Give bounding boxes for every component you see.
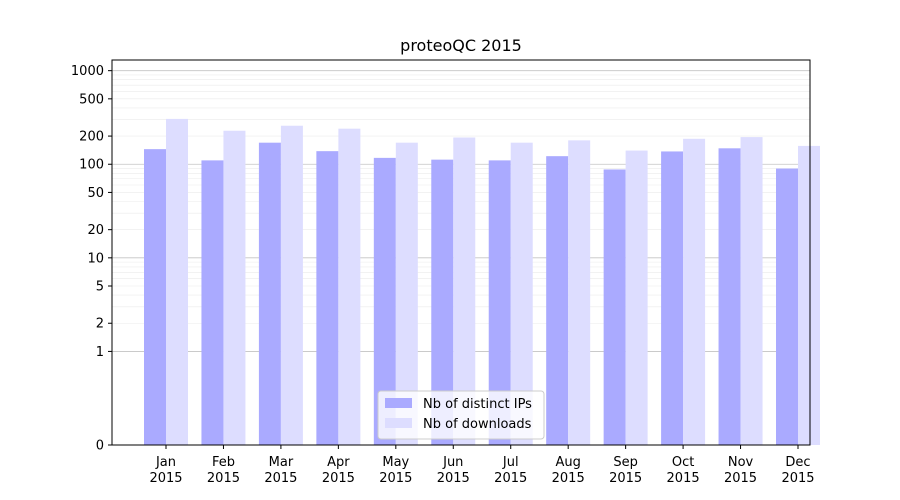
x-tick-label-year: 2015	[379, 471, 412, 486]
x-tick-label-month: Mar	[269, 455, 294, 470]
x-tick-label-month: Jan	[155, 455, 176, 470]
x-tick-label-year: 2015	[437, 471, 470, 486]
x-tick-label-month: May	[382, 455, 409, 470]
y-tick-label: 200	[79, 130, 104, 145]
bar	[431, 159, 454, 445]
x-tick-label-year: 2015	[724, 471, 757, 486]
x-tick-label-month: Oct	[672, 455, 694, 470]
x-tick-label-year: 2015	[264, 471, 297, 486]
bar	[718, 148, 741, 446]
bar	[510, 142, 533, 445]
y-axis: 0 1 2 5 10 20 50 100 200 500 1000	[71, 64, 112, 454]
x-tick-label-month: Aug	[555, 455, 580, 470]
bar	[661, 151, 684, 446]
x-tick-label-year: 2015	[609, 471, 642, 486]
bar	[258, 142, 281, 445]
bar	[453, 137, 476, 446]
x-tick-label-year: 2015	[494, 471, 527, 486]
x-tick-label-month: Sep	[613, 455, 638, 470]
x-tick-label-month: Nov	[728, 455, 754, 470]
x-tick-label-month: Jul	[502, 455, 519, 470]
x-tick-label-year: 2015	[149, 471, 182, 486]
bar	[395, 142, 418, 445]
y-tick-label: 0	[96, 439, 104, 454]
y-tick-label: 10	[87, 251, 104, 266]
legend-box	[377, 390, 545, 440]
bar	[798, 145, 820, 445]
bar	[201, 160, 224, 445]
x-tick-label-year: 2015	[322, 471, 355, 486]
bar	[683, 138, 706, 445]
legend: Nb of distinct IPs Nb of downloads	[377, 390, 545, 440]
y-tick-label: 1	[96, 345, 104, 360]
bar	[625, 150, 648, 445]
legend-swatch	[385, 398, 412, 408]
y-tick-label: 5	[96, 280, 104, 295]
y-tick-label: 100	[79, 158, 104, 173]
x-tick-label-month: Jun	[442, 455, 463, 470]
legend-label: Nb of distinct IPs	[423, 397, 532, 412]
bar	[488, 160, 511, 445]
bar	[166, 118, 188, 445]
legend-label: Nb of downloads	[423, 417, 532, 432]
y-tick-label: 2	[96, 317, 104, 332]
y-tick-label: 500	[79, 92, 104, 107]
bar	[546, 156, 569, 445]
x-tick-label-month: Feb	[212, 455, 235, 470]
chart-title: proteoQC 2015	[400, 36, 522, 55]
y-tick-label: 50	[87, 186, 104, 201]
bar	[280, 125, 303, 445]
y-tick-label: 20	[87, 223, 104, 238]
bar	[740, 137, 763, 445]
bar	[776, 168, 798, 445]
bar	[316, 151, 339, 446]
bars	[144, 118, 820, 446]
bar	[338, 128, 361, 445]
x-tick-label-year: 2015	[667, 471, 700, 486]
x-tick-label-year: 2015	[207, 471, 240, 486]
x-tick-label-year: 2015	[781, 471, 814, 486]
bar	[603, 169, 626, 446]
bar	[373, 157, 396, 446]
bar	[223, 130, 246, 445]
bar	[568, 140, 591, 445]
x-tick-label-year: 2015	[552, 471, 585, 486]
legend-swatch	[385, 418, 412, 428]
bar	[144, 149, 166, 445]
x-axis: Jan2015Feb2015Mar2015Apr2015May2015Jun20…	[149, 445, 815, 486]
x-tick-label-month: Dec	[785, 455, 810, 470]
plot-frame	[111, 59, 811, 446]
x-tick-label-month: Apr	[327, 455, 350, 470]
y-tick-label: 1000	[71, 64, 104, 79]
